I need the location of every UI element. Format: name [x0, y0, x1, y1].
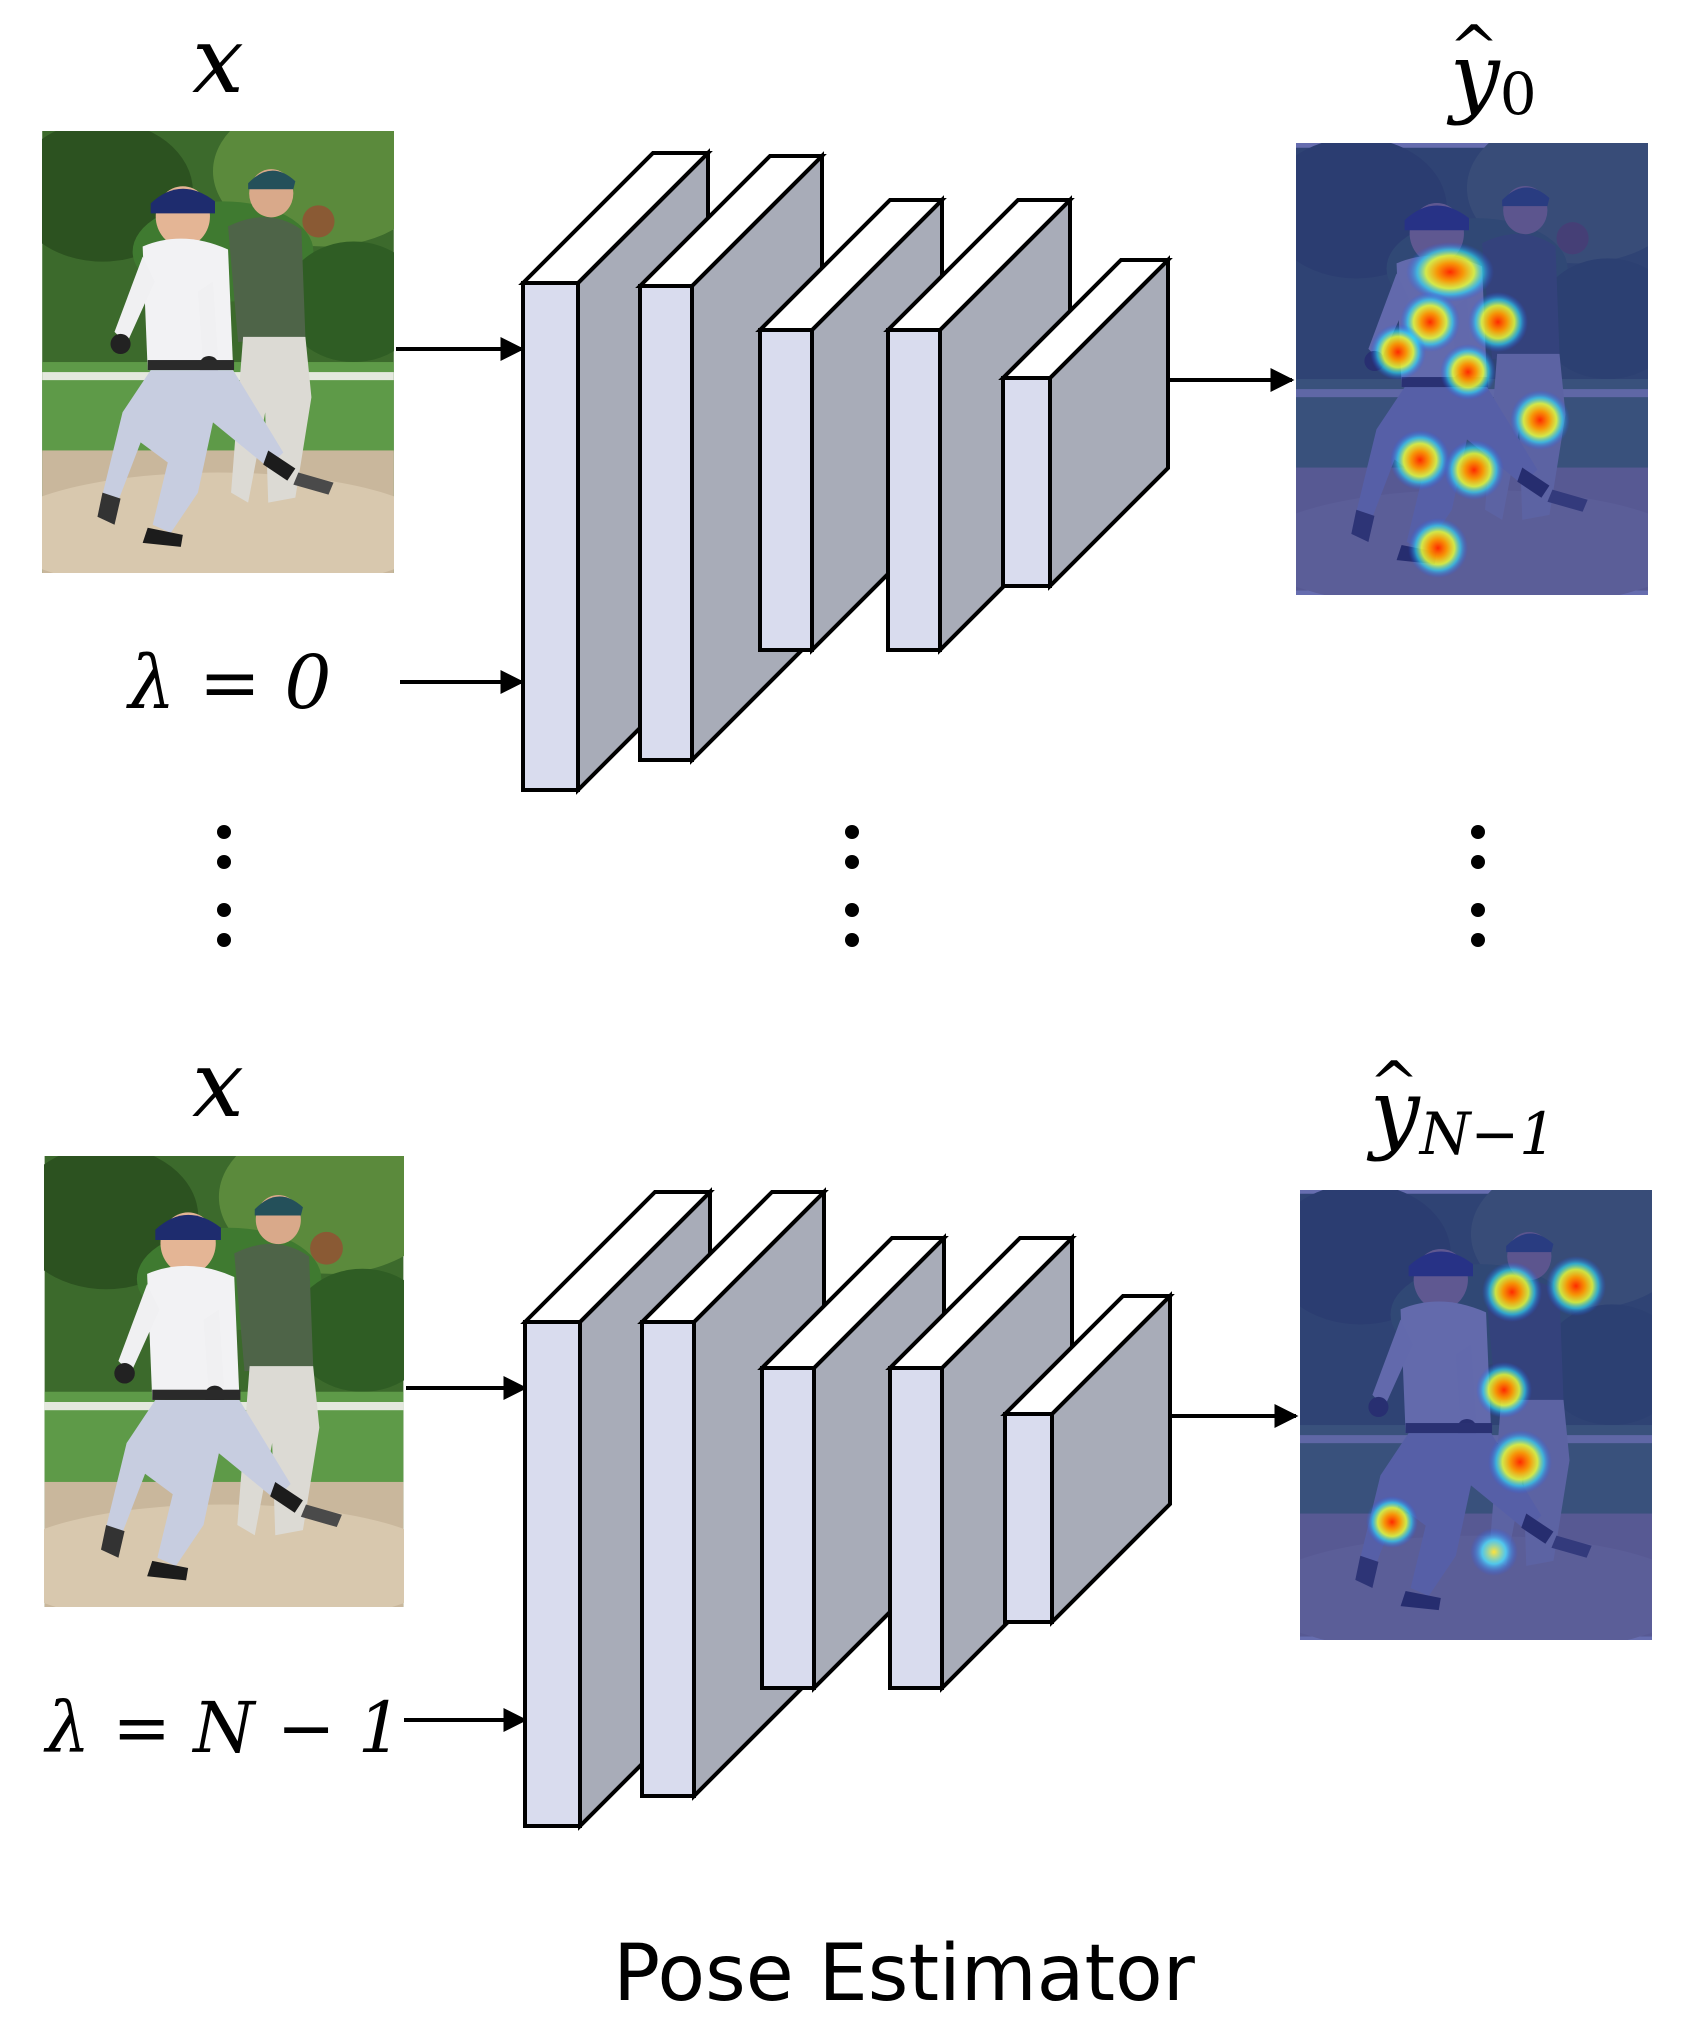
- output-heatmap: [1296, 143, 1648, 595]
- lambda-label: λ = 0: [125, 640, 331, 726]
- lambda-label: λ = N − 1: [43, 1687, 402, 1769]
- input-image: [44, 1156, 404, 1607]
- row-1: x λ = 0: [42, 7, 1648, 795]
- output-label: yN−1: [1366, 1060, 1556, 1168]
- row-2: x λ = N − 1: [43, 1031, 1652, 1831]
- conv-layer-5: [1000, 1291, 1175, 1627]
- input-image: [42, 131, 394, 573]
- vertical-ellipsis-right: [1471, 825, 1485, 947]
- network-layers: [520, 1187, 1175, 1831]
- conv-layer-5: [998, 255, 1173, 591]
- input-label-x: x: [192, 7, 244, 114]
- output-heatmap: [1300, 1190, 1652, 1640]
- input-label-x: x: [192, 1031, 244, 1138]
- vertical-ellipsis-left: [217, 825, 231, 947]
- hat-accent: ^: [1369, 1049, 1419, 1119]
- hat-accent: ^: [1449, 13, 1499, 83]
- vertical-ellipsis-middle: [845, 825, 859, 947]
- network-layers: [518, 148, 1173, 795]
- diagram-caption: Pose Estimator: [613, 1929, 1196, 2019]
- output-label: y0: [1446, 24, 1537, 128]
